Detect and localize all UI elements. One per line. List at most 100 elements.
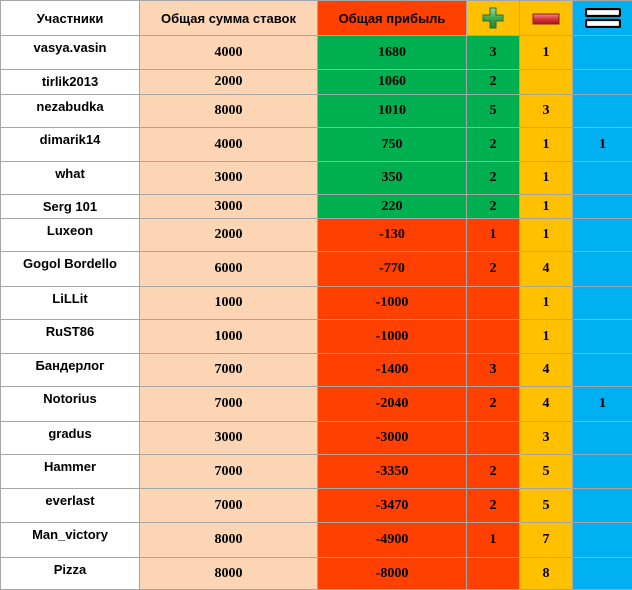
total-profit-cell: 1060 [318,70,467,95]
participant-name: dimarik14 [1,128,140,162]
participant-name: Hammer [1,455,140,489]
participant-name: Бандерлог [1,354,140,387]
participant-name: Luxeon [1,219,140,252]
total-profit-cell: 350 [318,162,467,195]
minus-count-cell: 1 [520,195,573,219]
total-bets-cell: 7000 [140,455,318,489]
minus-count-cell: 3 [520,422,573,455]
equals-count-cell [573,95,632,128]
total-bets-cell: 2000 [140,70,318,95]
minus-icon [532,12,560,26]
participant-name: LiLLit [1,287,140,320]
equals-count-cell: 1 [573,387,632,422]
total-profit-cell: 220 [318,195,467,219]
total-bets-cell: 8000 [140,523,318,558]
plus-count-cell [467,287,520,320]
header-equals [573,1,632,36]
total-profit-cell: 1010 [318,95,467,128]
minus-count-cell: 7 [520,523,573,558]
minus-count-cell: 1 [520,128,573,162]
participant-name: Notorius [1,387,140,422]
equals-count-cell [573,455,632,489]
minus-count-cell: 1 [520,36,573,70]
plus-count-cell: 2 [467,489,520,523]
total-profit-cell: -130 [318,219,467,252]
plus-count-cell: 2 [467,162,520,195]
participant-name: Man_victory [1,523,140,558]
minus-count-cell: 1 [520,162,573,195]
equals-icon [585,8,621,28]
minus-count-cell [520,70,573,95]
header-minus [520,1,573,36]
equals-count-cell [573,354,632,387]
minus-count-cell: 4 [520,387,573,422]
total-bets-cell: 2000 [140,219,318,252]
equals-count-cell [573,252,632,287]
plus-count-cell: 2 [467,195,520,219]
minus-count-cell: 4 [520,354,573,387]
total-profit-cell: -1000 [318,287,467,320]
plus-count-cell: 2 [467,128,520,162]
equals-count-cell [573,489,632,523]
total-bets-cell: 3000 [140,195,318,219]
plus-count-cell: 1 [467,219,520,252]
equals-count-cell [573,162,632,195]
equals-count-cell [573,195,632,219]
total-profit-cell: 750 [318,128,467,162]
participant-name: vasya.vasin [1,36,140,70]
minus-count-cell: 1 [520,320,573,354]
equals-count-cell [573,287,632,320]
participant-name: Gogol Bordello [1,252,140,287]
plus-count-cell [467,422,520,455]
plus-count-cell [467,320,520,354]
equals-count-cell: 1 [573,128,632,162]
minus-count-cell: 1 [520,219,573,252]
minus-count-cell: 3 [520,95,573,128]
minus-count-cell: 4 [520,252,573,287]
total-profit-cell: -770 [318,252,467,287]
total-bets-cell: 7000 [140,387,318,422]
total-profit-cell: -4900 [318,523,467,558]
total-bets-cell: 4000 [140,128,318,162]
participant-name: Serg 101 [1,195,140,219]
minus-count-cell: 5 [520,489,573,523]
equals-count-cell [573,219,632,252]
total-bets-cell: 3000 [140,422,318,455]
minus-count-cell: 5 [520,455,573,489]
plus-count-cell: 2 [467,252,520,287]
plus-count-cell: 2 [467,387,520,422]
minus-count-cell: 1 [520,287,573,320]
participant-name: what [1,162,140,195]
plus-icon [482,7,504,29]
plus-count-cell: 2 [467,455,520,489]
equals-count-cell [573,36,632,70]
participant-name: tirlik2013 [1,70,140,95]
total-profit-cell: -1000 [318,320,467,354]
plus-count-cell: 2 [467,70,520,95]
total-bets-cell: 1000 [140,287,318,320]
total-bets-cell: 7000 [140,354,318,387]
total-profit-cell: -3350 [318,455,467,489]
total-bets-cell: 3000 [140,162,318,195]
total-profit-cell: -2040 [318,387,467,422]
header-total-bets: Общая сумма ставок [140,1,318,36]
total-bets-cell: 4000 [140,36,318,70]
equals-count-cell [573,70,632,95]
header-total-profit: Общая прибыль [318,1,467,36]
plus-count-cell: 3 [467,36,520,70]
participant-name: everlast [1,489,140,523]
